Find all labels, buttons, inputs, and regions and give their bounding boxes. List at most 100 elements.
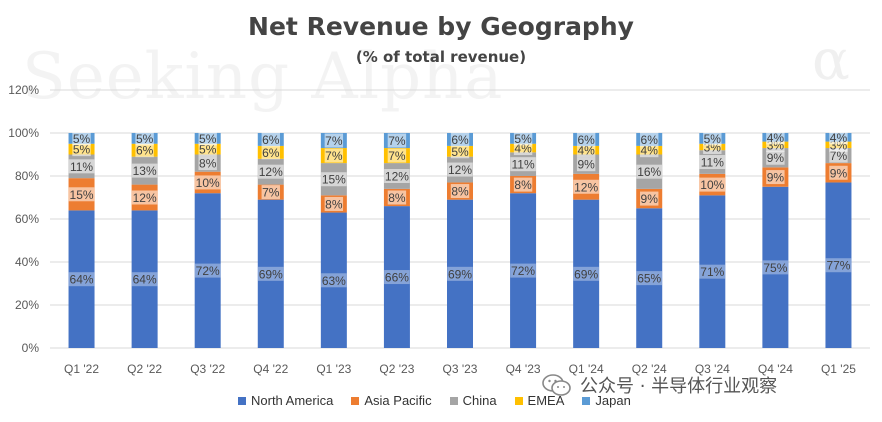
- data-label: 69%: [259, 267, 283, 281]
- legend-swatch: [351, 396, 360, 405]
- data-label-bg: [510, 263, 536, 278]
- data-label: 6%: [451, 133, 469, 147]
- bar-segment: [383, 206, 410, 348]
- bar-segment: [68, 210, 95, 348]
- data-label: 6%: [641, 133, 659, 147]
- data-label: 9%: [641, 192, 659, 206]
- x-tick-label: Q1 '23: [316, 362, 351, 376]
- data-label-bg: [384, 270, 410, 285]
- data-label: 71%: [700, 265, 724, 279]
- data-label-bg: [324, 133, 344, 148]
- watermark: Seeking Alpha: [22, 40, 504, 114]
- data-label: 9%: [577, 158, 595, 172]
- data-label-bg: [261, 185, 280, 200]
- data-label: 5%: [199, 143, 217, 157]
- data-label: 13%: [133, 164, 157, 178]
- data-label-bg: [829, 130, 848, 145]
- legend-swatch: [449, 396, 458, 405]
- data-label-bg: [198, 131, 217, 146]
- bar-segment: [825, 182, 852, 348]
- data-label: 64%: [133, 273, 157, 287]
- data-label: 6%: [577, 133, 595, 147]
- source-badge: 公众号 · 半导体行业观察: [542, 372, 777, 398]
- y-tick-label: 20%: [15, 298, 39, 312]
- data-label: 15%: [322, 173, 346, 187]
- bar-segment: [257, 199, 284, 348]
- data-label-bg: [135, 143, 154, 158]
- x-tick-label: Q3 '23: [443, 362, 478, 376]
- data-label: 5%: [704, 132, 722, 146]
- y-tick-label: 120%: [8, 83, 39, 97]
- data-label: 15%: [70, 188, 94, 202]
- data-label: 5%: [451, 145, 469, 159]
- legend-swatch: [514, 396, 523, 405]
- data-label-bg: [576, 143, 596, 158]
- data-label-bg: [324, 196, 344, 211]
- data-label: 11%: [70, 160, 93, 174]
- data-label-bg: [573, 179, 599, 194]
- legend-item: EMEA: [514, 393, 564, 408]
- data-label-bg: [766, 170, 785, 185]
- data-label-bg: [510, 157, 536, 172]
- data-label: 72%: [196, 264, 220, 278]
- data-label-bg: [573, 266, 599, 281]
- data-label-bg: [513, 177, 533, 192]
- data-label-bg: [387, 190, 407, 205]
- data-label-bg: [766, 150, 785, 165]
- x-tick-label: Q3 '22: [190, 362, 225, 376]
- bar-segment: [762, 186, 789, 348]
- data-label: 10%: [700, 178, 724, 192]
- watermark-alpha-symbol: α: [812, 28, 850, 93]
- data-label: 8%: [325, 197, 343, 211]
- data-label: 7%: [325, 134, 343, 148]
- data-label: 8%: [199, 157, 217, 171]
- data-label: 11%: [512, 158, 535, 172]
- data-label-bg: [576, 132, 596, 147]
- data-label-bg: [447, 162, 473, 177]
- legend-swatch: [238, 396, 246, 405]
- data-label: 63%: [322, 274, 346, 288]
- data-label: 16%: [637, 165, 661, 179]
- data-label: 5%: [199, 132, 217, 146]
- bar-segment: [573, 199, 600, 348]
- data-label: 6%: [136, 144, 154, 158]
- data-label: 6%: [262, 146, 280, 160]
- x-tick-label: Q1 '25: [821, 362, 856, 376]
- data-label: 66%: [385, 271, 409, 285]
- data-label: 8%: [388, 191, 406, 205]
- legend-label: North America: [251, 393, 334, 408]
- data-label-bg: [68, 159, 95, 174]
- data-label: 77%: [826, 259, 850, 273]
- data-label: 5%: [73, 132, 91, 146]
- data-label-bg: [321, 172, 347, 187]
- chart-legend: North America Asia Pacific China EMEA Japan: [238, 393, 631, 408]
- chart-subtitle: (% of total revenue): [355, 48, 527, 66]
- data-label: 12%: [574, 180, 598, 194]
- bar-segment: [636, 208, 663, 348]
- data-label: 9%: [830, 166, 848, 180]
- legend-label: China: [462, 393, 497, 408]
- data-label-bg: [68, 272, 95, 287]
- data-label: 8%: [514, 178, 532, 192]
- data-label-bg: [131, 272, 158, 287]
- bar-segment: [131, 210, 158, 348]
- data-label: 65%: [637, 272, 661, 286]
- data-label-bg: [198, 156, 217, 171]
- data-label-bg: [68, 187, 95, 202]
- y-tick-label: 80%: [15, 169, 39, 183]
- data-label-bg: [703, 131, 722, 146]
- y-tick-label: 0%: [22, 341, 40, 355]
- legend-swatch: [582, 396, 591, 405]
- legend-label: Japan: [595, 393, 631, 408]
- data-label-bg: [257, 164, 284, 179]
- data-label-bg: [825, 258, 852, 273]
- data-label: 12%: [385, 170, 409, 184]
- data-label-bg: [636, 164, 663, 179]
- data-label: 12%: [259, 165, 283, 179]
- data-label-bg: [829, 165, 848, 180]
- data-label: 5%: [136, 132, 154, 146]
- data-label-bg: [72, 142, 91, 157]
- x-tick-label: Q1 '22: [64, 362, 99, 376]
- data-label-bg: [261, 145, 280, 160]
